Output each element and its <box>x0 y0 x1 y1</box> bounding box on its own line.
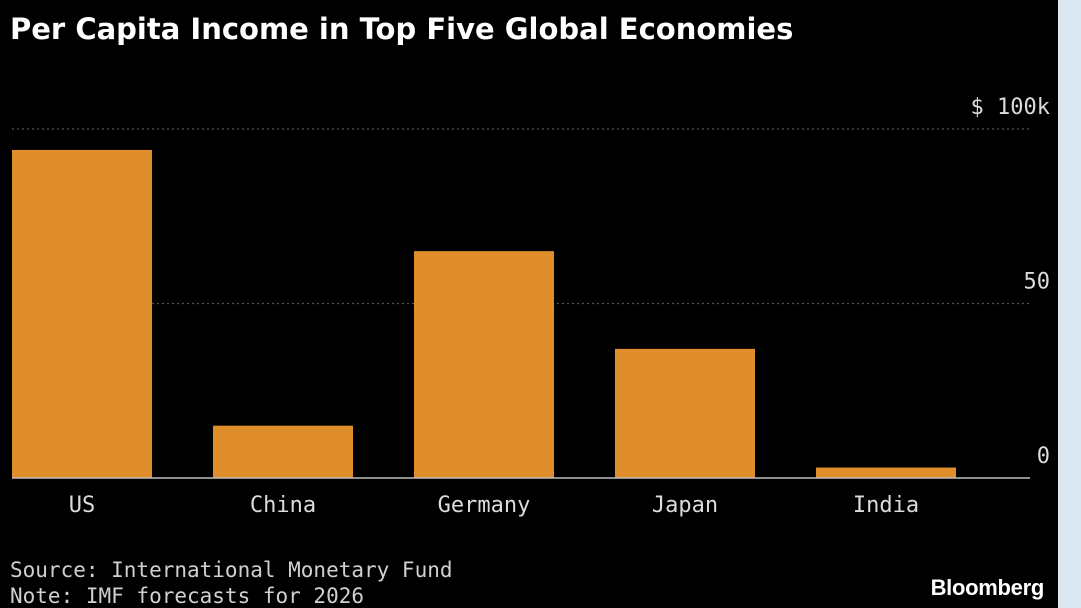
source-note: Source: International Monetary Fund <box>10 558 453 582</box>
bar-us <box>12 149 152 478</box>
bar-india <box>816 467 956 478</box>
bar-china <box>213 425 353 478</box>
bar-japan <box>615 348 755 478</box>
bar-germany <box>414 251 554 478</box>
y-tick-label-50: 50 <box>1024 270 1051 295</box>
chart-panel: Per Capita Income in Top Five Global Eco… <box>0 0 1058 608</box>
x-tick-label-japan: Japan <box>652 493 718 518</box>
y-tick-label-100: $ 100k <box>971 95 1050 120</box>
forecast-note: Note: IMF forecasts for 2026 <box>10 584 365 608</box>
x-tick-label-china: China <box>250 493 316 518</box>
bars <box>12 149 956 478</box>
x-tick-labels: US China Germany Japan India <box>69 493 919 518</box>
bloomberg-logo: Bloomberg <box>930 575 1045 600</box>
chart-title: Per Capita Income in Top Five Global Eco… <box>10 12 794 46</box>
y-tick-label-0: 0 <box>1037 444 1050 469</box>
x-tick-label-india: India <box>853 493 919 518</box>
bar-chart: 0 50 $ 100k US China Germany Japan India <box>12 95 1050 518</box>
x-tick-label-us: US <box>69 493 96 518</box>
y-tick-labels: 0 50 $ 100k <box>971 95 1050 469</box>
x-tick-label-germany: Germany <box>438 493 531 518</box>
